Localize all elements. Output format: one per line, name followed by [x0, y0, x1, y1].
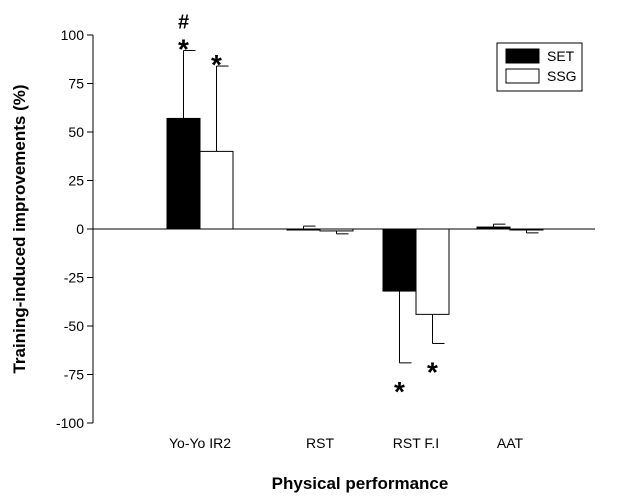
significance-star: *	[394, 376, 405, 407]
y-tick-label: 0	[76, 221, 84, 237]
bars-layer	[166, 117, 544, 315]
x-axis: Yo-Yo IR2 RST RST F.I AAT	[169, 435, 524, 451]
error-bars-layer	[183, 50, 539, 364]
legend-swatch-set	[505, 48, 540, 64]
y-tick-label: -100	[56, 415, 84, 431]
bar-set	[382, 228, 417, 292]
y-axis-title: Training-induced improvements (%)	[10, 84, 29, 373]
bar-ssg	[415, 228, 450, 315]
x-tick-label: Yo-Yo IR2	[169, 435, 231, 451]
legend: SET SSG	[496, 42, 583, 92]
x-tick-label: AAT	[497, 435, 524, 451]
annotations-layer: #****	[178, 12, 438, 407]
y-tick-label: 25	[68, 173, 84, 189]
legend-label-set: SET	[547, 48, 575, 64]
bar-set	[166, 117, 201, 230]
y-tick-label: 75	[68, 76, 84, 92]
significance-star: *	[211, 49, 222, 80]
x-axis-title: Physical performance	[272, 474, 449, 493]
legend-swatch-ssg	[505, 68, 540, 84]
y-tick-label: -25	[64, 270, 84, 286]
significance-star: *	[427, 356, 438, 387]
y-tick-label: -75	[64, 367, 84, 383]
y-tick-label: 50	[68, 124, 84, 140]
significance-star: *	[178, 34, 189, 65]
x-tick-label: RST	[306, 435, 334, 451]
x-tick-label: RST F.I	[393, 435, 439, 451]
y-tick-label: -50	[64, 318, 84, 334]
y-axis: -100 -75 -50 -25 0 25 50 75 100	[56, 27, 94, 431]
bar-ssg	[199, 150, 234, 230]
significance-hash: #	[178, 12, 189, 34]
y-tick-label: 100	[61, 27, 85, 43]
legend-label-ssg: SSG	[547, 68, 577, 84]
